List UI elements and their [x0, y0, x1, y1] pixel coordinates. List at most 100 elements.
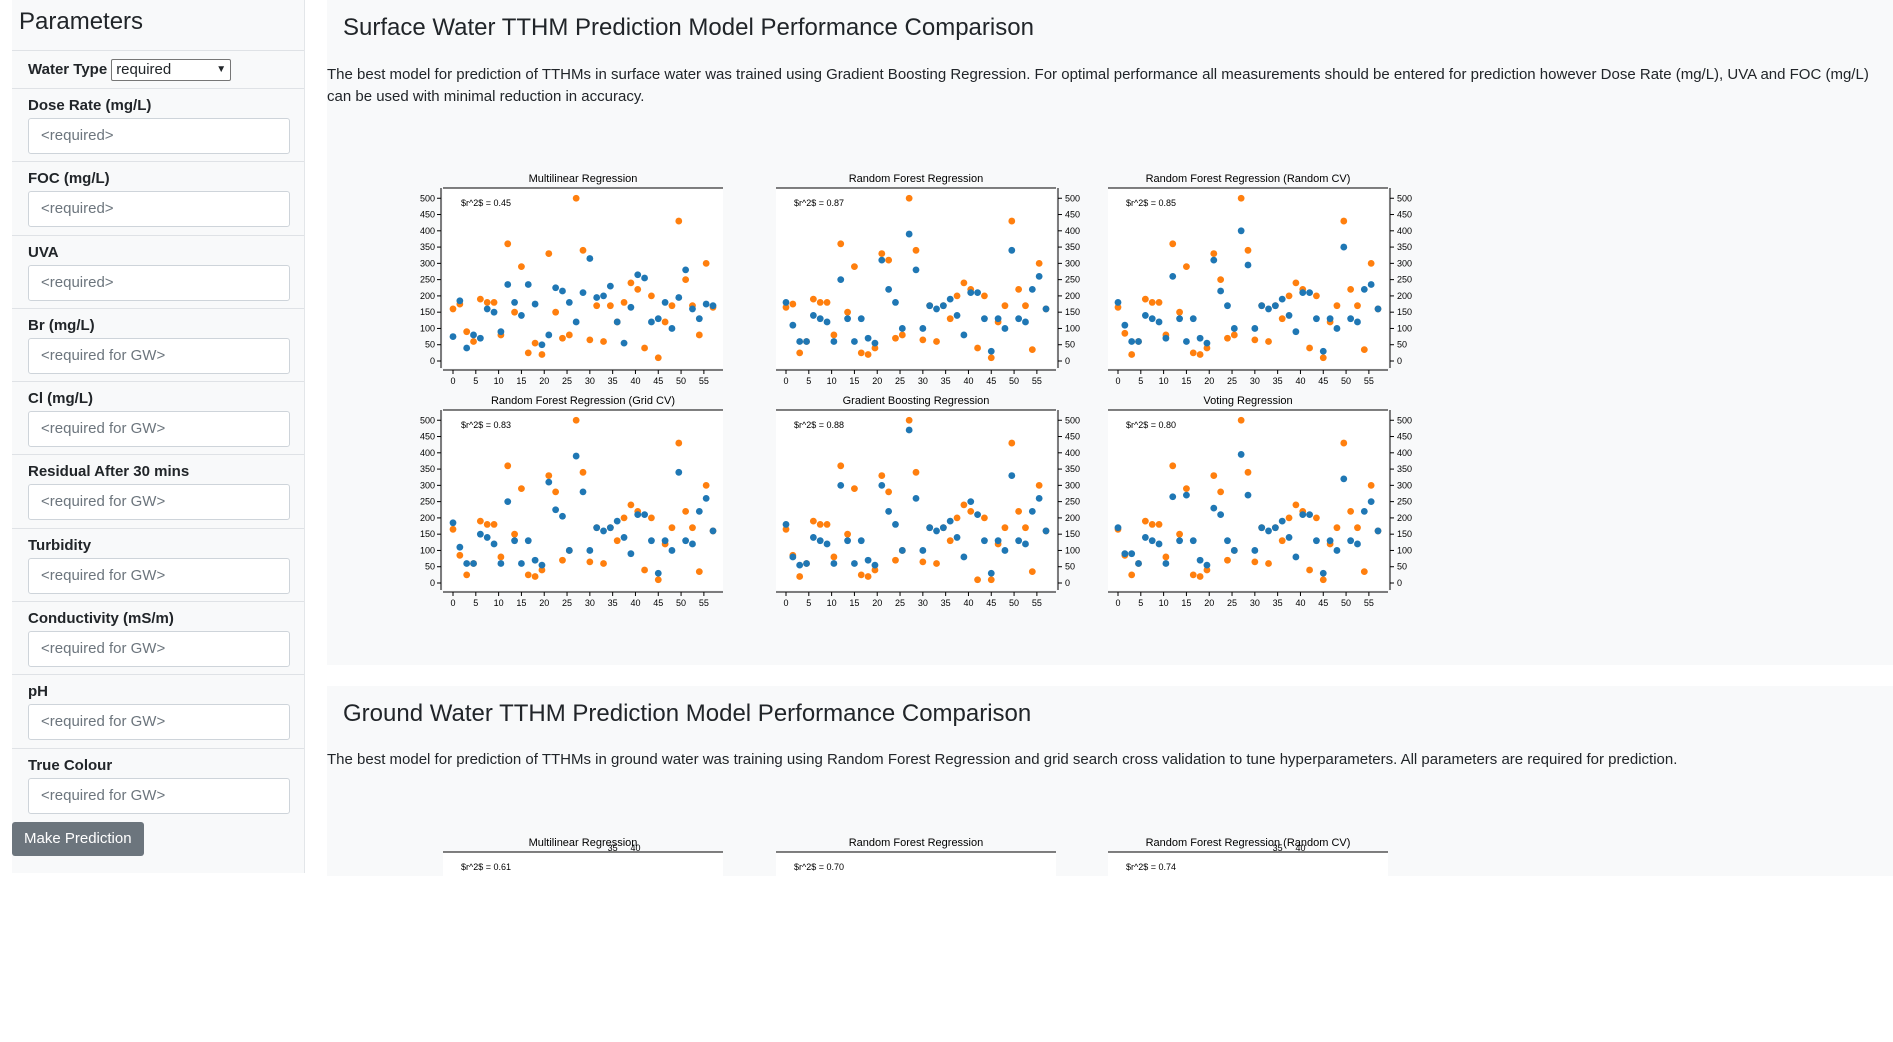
parameters-sidebar: Parameters Water Type required ▼ Dose Ra…: [12, 0, 305, 873]
predicted-point: [606, 282, 614, 290]
actual-point: [682, 507, 690, 515]
actual-point: [1148, 521, 1156, 528]
predicted-point: [1203, 561, 1211, 569]
actual-point: [504, 462, 512, 470]
predicted-point: [1189, 315, 1197, 323]
x-tick-label: 55: [1032, 598, 1042, 608]
actual-point: [1285, 292, 1293, 300]
y-tick-label: 400: [1065, 448, 1080, 458]
ph-input[interactable]: <required for GW>: [28, 704, 290, 741]
predicted-point: [1121, 321, 1129, 329]
predicted-point: [620, 339, 628, 347]
actual-point: [1121, 329, 1129, 337]
make-prediction-button[interactable]: Make Prediction: [12, 822, 144, 856]
predicted-point: [885, 285, 893, 293]
actual-point: [1015, 507, 1023, 515]
actual-point: [885, 488, 893, 496]
predicted-point: [816, 315, 824, 323]
x-tick-label: 40: [1295, 598, 1305, 608]
y-tick-label: 450: [1065, 432, 1080, 442]
predicted-point: [648, 318, 655, 326]
predicted-point: [490, 308, 498, 316]
predicted-point: [809, 534, 817, 541]
actual-point: [1176, 530, 1183, 538]
actual-point: [809, 517, 817, 525]
actual-point: [600, 338, 607, 345]
uva-input[interactable]: <required>: [28, 264, 290, 301]
param-label: UVA: [28, 243, 59, 261]
predicted-point: [654, 569, 662, 577]
predicted-point: [844, 315, 851, 323]
predicted-point: [851, 338, 858, 345]
chart-random-forest: Random Forest Regression $r^2$ = 0.87 0 50 1…: [776, 170, 1080, 386]
predicted-point: [600, 292, 607, 300]
true-colour-input[interactable]: <required for GW>: [28, 777, 290, 814]
predicted-point: [586, 547, 594, 554]
predicted-point: [1319, 569, 1327, 577]
residual-input[interactable]: <required for GW>: [28, 484, 290, 521]
actual-point: [864, 351, 872, 358]
actual-point: [1244, 246, 1252, 254]
predicted-point: [463, 560, 471, 567]
turbidity-input[interactable]: <required for GW>: [28, 557, 290, 594]
predicted-point: [1042, 527, 1050, 535]
predicted-point: [1306, 511, 1313, 519]
actual-point: [654, 576, 662, 584]
predicted-point: [892, 299, 899, 306]
predicted-point: [668, 547, 676, 554]
foc-input[interactable]: <required>: [28, 191, 290, 228]
x-tick-label: 20: [539, 598, 549, 608]
y-tick-label: 250: [1397, 275, 1412, 285]
predicted-point: [483, 305, 491, 313]
predicted-point: [497, 560, 505, 567]
actual-point: [1035, 259, 1043, 267]
predicted-point: [1114, 524, 1122, 532]
actual-point: [1148, 299, 1156, 306]
actual-point: [878, 472, 886, 479]
x-tick-label: 15: [516, 376, 526, 386]
actual-point: [1292, 501, 1300, 509]
predicted-point: [1251, 547, 1259, 554]
predicted-point: [857, 315, 865, 323]
water-type-label: Water Type: [28, 61, 108, 78]
predicted-point: [946, 295, 954, 303]
actual-point: [1203, 566, 1211, 574]
cl-input[interactable]: <required for GW>: [28, 411, 290, 448]
predicted-point: [511, 537, 518, 545]
actual-point: [1333, 524, 1341, 532]
actual-point: [953, 514, 961, 522]
y-tick-label: 500: [1065, 415, 1080, 425]
y-tick-label: 350: [1065, 464, 1080, 474]
x-tick-label: 55: [1364, 376, 1374, 386]
predicted-point: [572, 452, 580, 460]
y-tick-label: 500: [1397, 415, 1412, 425]
y-tick-label: 50: [1065, 562, 1075, 572]
section-title: Surface Water TTHM Prediction Model Perf…: [343, 14, 1034, 41]
actual-point: [1367, 481, 1375, 489]
water-type-select[interactable]: required ▼: [111, 58, 232, 81]
x-tick-label: 5: [806, 598, 811, 608]
y-tick-label: 200: [420, 513, 435, 523]
actual-point: [1224, 334, 1231, 342]
actual-point: [1217, 488, 1225, 496]
dose-rate-input[interactable]: <required>: [28, 118, 290, 154]
x-tick-label: 20: [872, 376, 882, 386]
actual-point: [1189, 349, 1197, 357]
y-tick-label: 400: [1397, 448, 1412, 458]
chart-random-forest-random-cv: Random Forest Regression (Random CV) $r^2…: [1108, 170, 1412, 386]
predicted-point: [470, 560, 477, 567]
predicted-point: [524, 281, 532, 288]
predicted-point: [1347, 315, 1355, 323]
predicted-point: [905, 230, 913, 238]
predicted-point: [661, 299, 669, 306]
actual-point: [449, 305, 457, 313]
conductivity-input[interactable]: <required for GW>: [28, 631, 290, 668]
br-input[interactable]: <required for GW>: [28, 337, 290, 374]
x-tick-label: 20: [1204, 598, 1214, 608]
predicted-point: [565, 547, 573, 554]
actual-point: [912, 468, 920, 476]
actual-point: [538, 566, 546, 574]
actual-point: [1155, 521, 1163, 528]
predicted-point: [1022, 540, 1029, 548]
predicted-point: [456, 543, 464, 551]
